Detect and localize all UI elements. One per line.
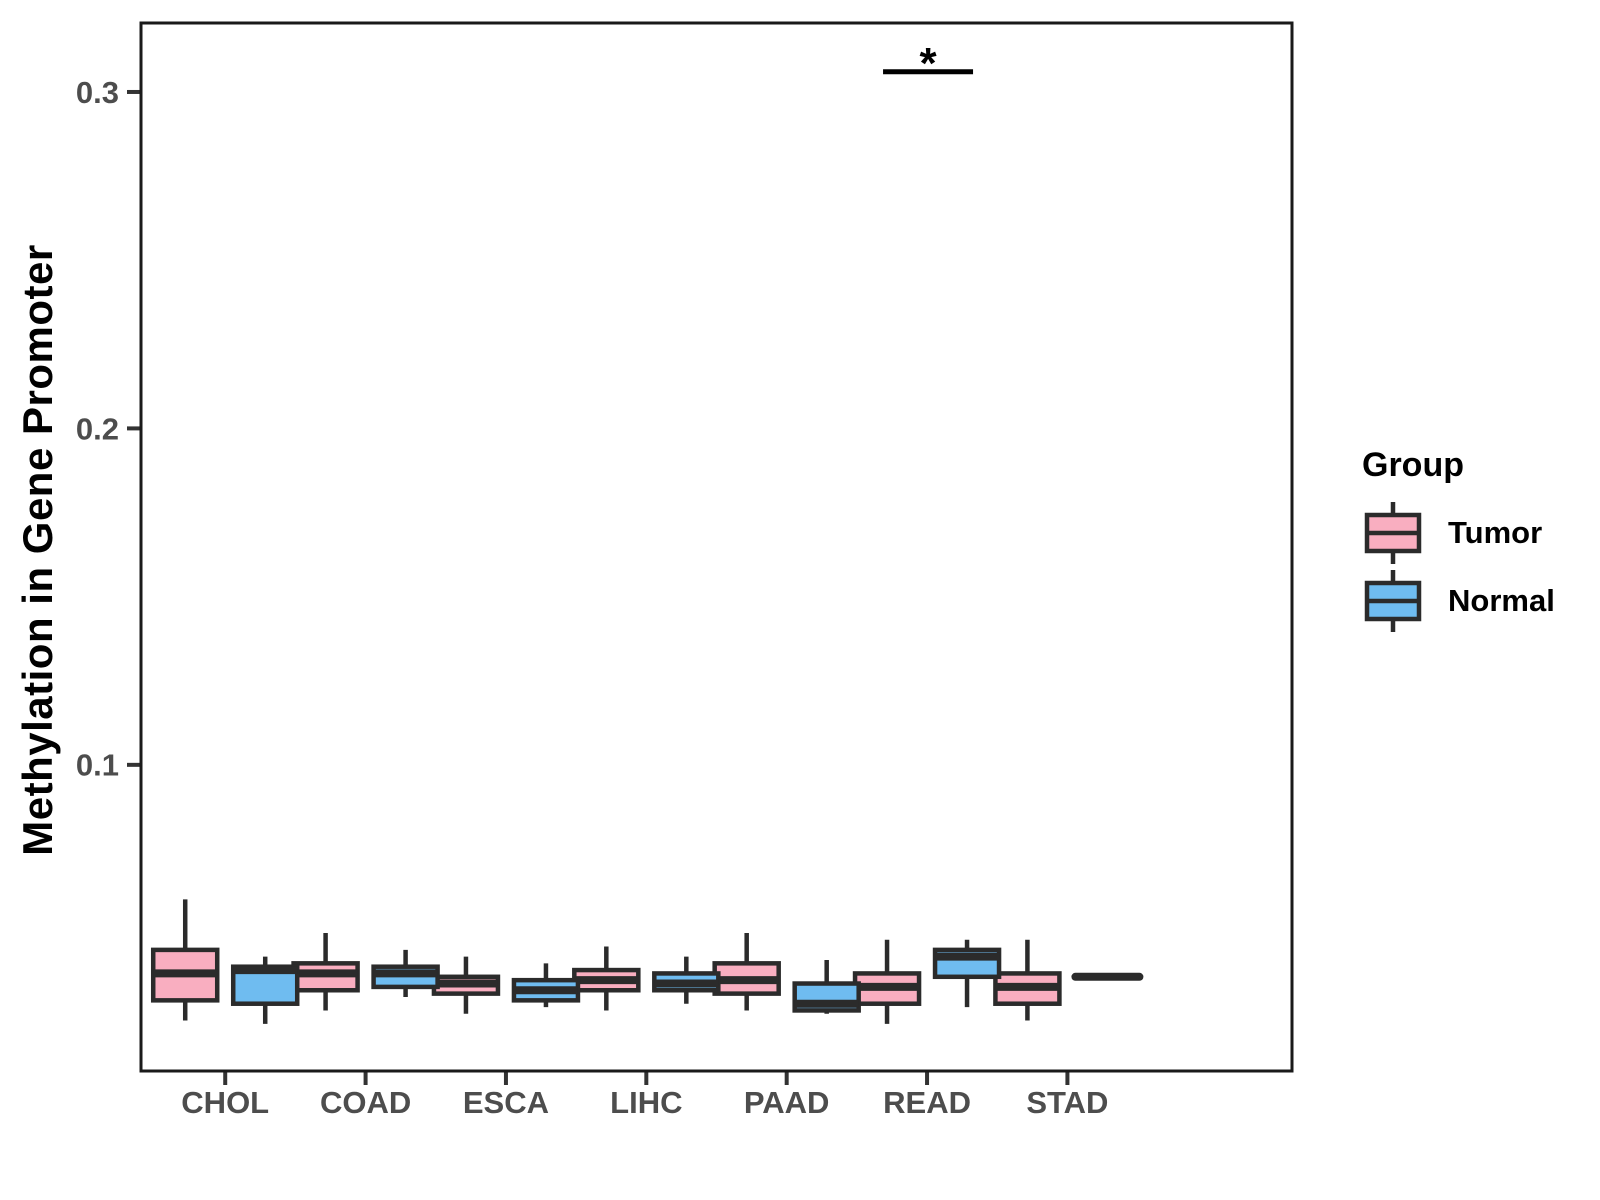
- panel-border: [139, 21, 1294, 1073]
- legend-title: Group: [1362, 446, 1464, 484]
- x-axis-tick-label: STAD: [1026, 1085, 1108, 1120]
- x-axis-tick-label: COAD: [320, 1085, 411, 1120]
- x-axis-tick-label: LIHC: [610, 1085, 682, 1120]
- legend-label-tumor: Tumor: [1448, 515, 1543, 550]
- y-axis-tick-label: 0.1: [76, 748, 119, 783]
- y-axis-title: Methylation in Gene Promoter: [14, 244, 61, 856]
- significance-star: *: [919, 39, 937, 88]
- x-axis-tick-label: ESCA: [463, 1085, 549, 1120]
- x-axis-tick-label: PAAD: [744, 1085, 830, 1120]
- legend: Group Tumor Normal: [1362, 446, 1555, 635]
- normal-boxplot-key-icon: [1364, 570, 1422, 632]
- legend-item-tumor: Tumor: [1362, 499, 1555, 567]
- tumor-boxplot-key-icon: [1364, 502, 1422, 564]
- y-axis-tick-label: 0.2: [76, 411, 119, 446]
- x-axis-tick-label: CHOL: [181, 1085, 269, 1120]
- y-axis-tick-label: 0.3: [76, 75, 119, 110]
- legend-label-normal: Normal: [1448, 583, 1555, 618]
- x-axis-tick-label: READ: [883, 1085, 971, 1120]
- legend-item-normal: Normal: [1362, 567, 1555, 635]
